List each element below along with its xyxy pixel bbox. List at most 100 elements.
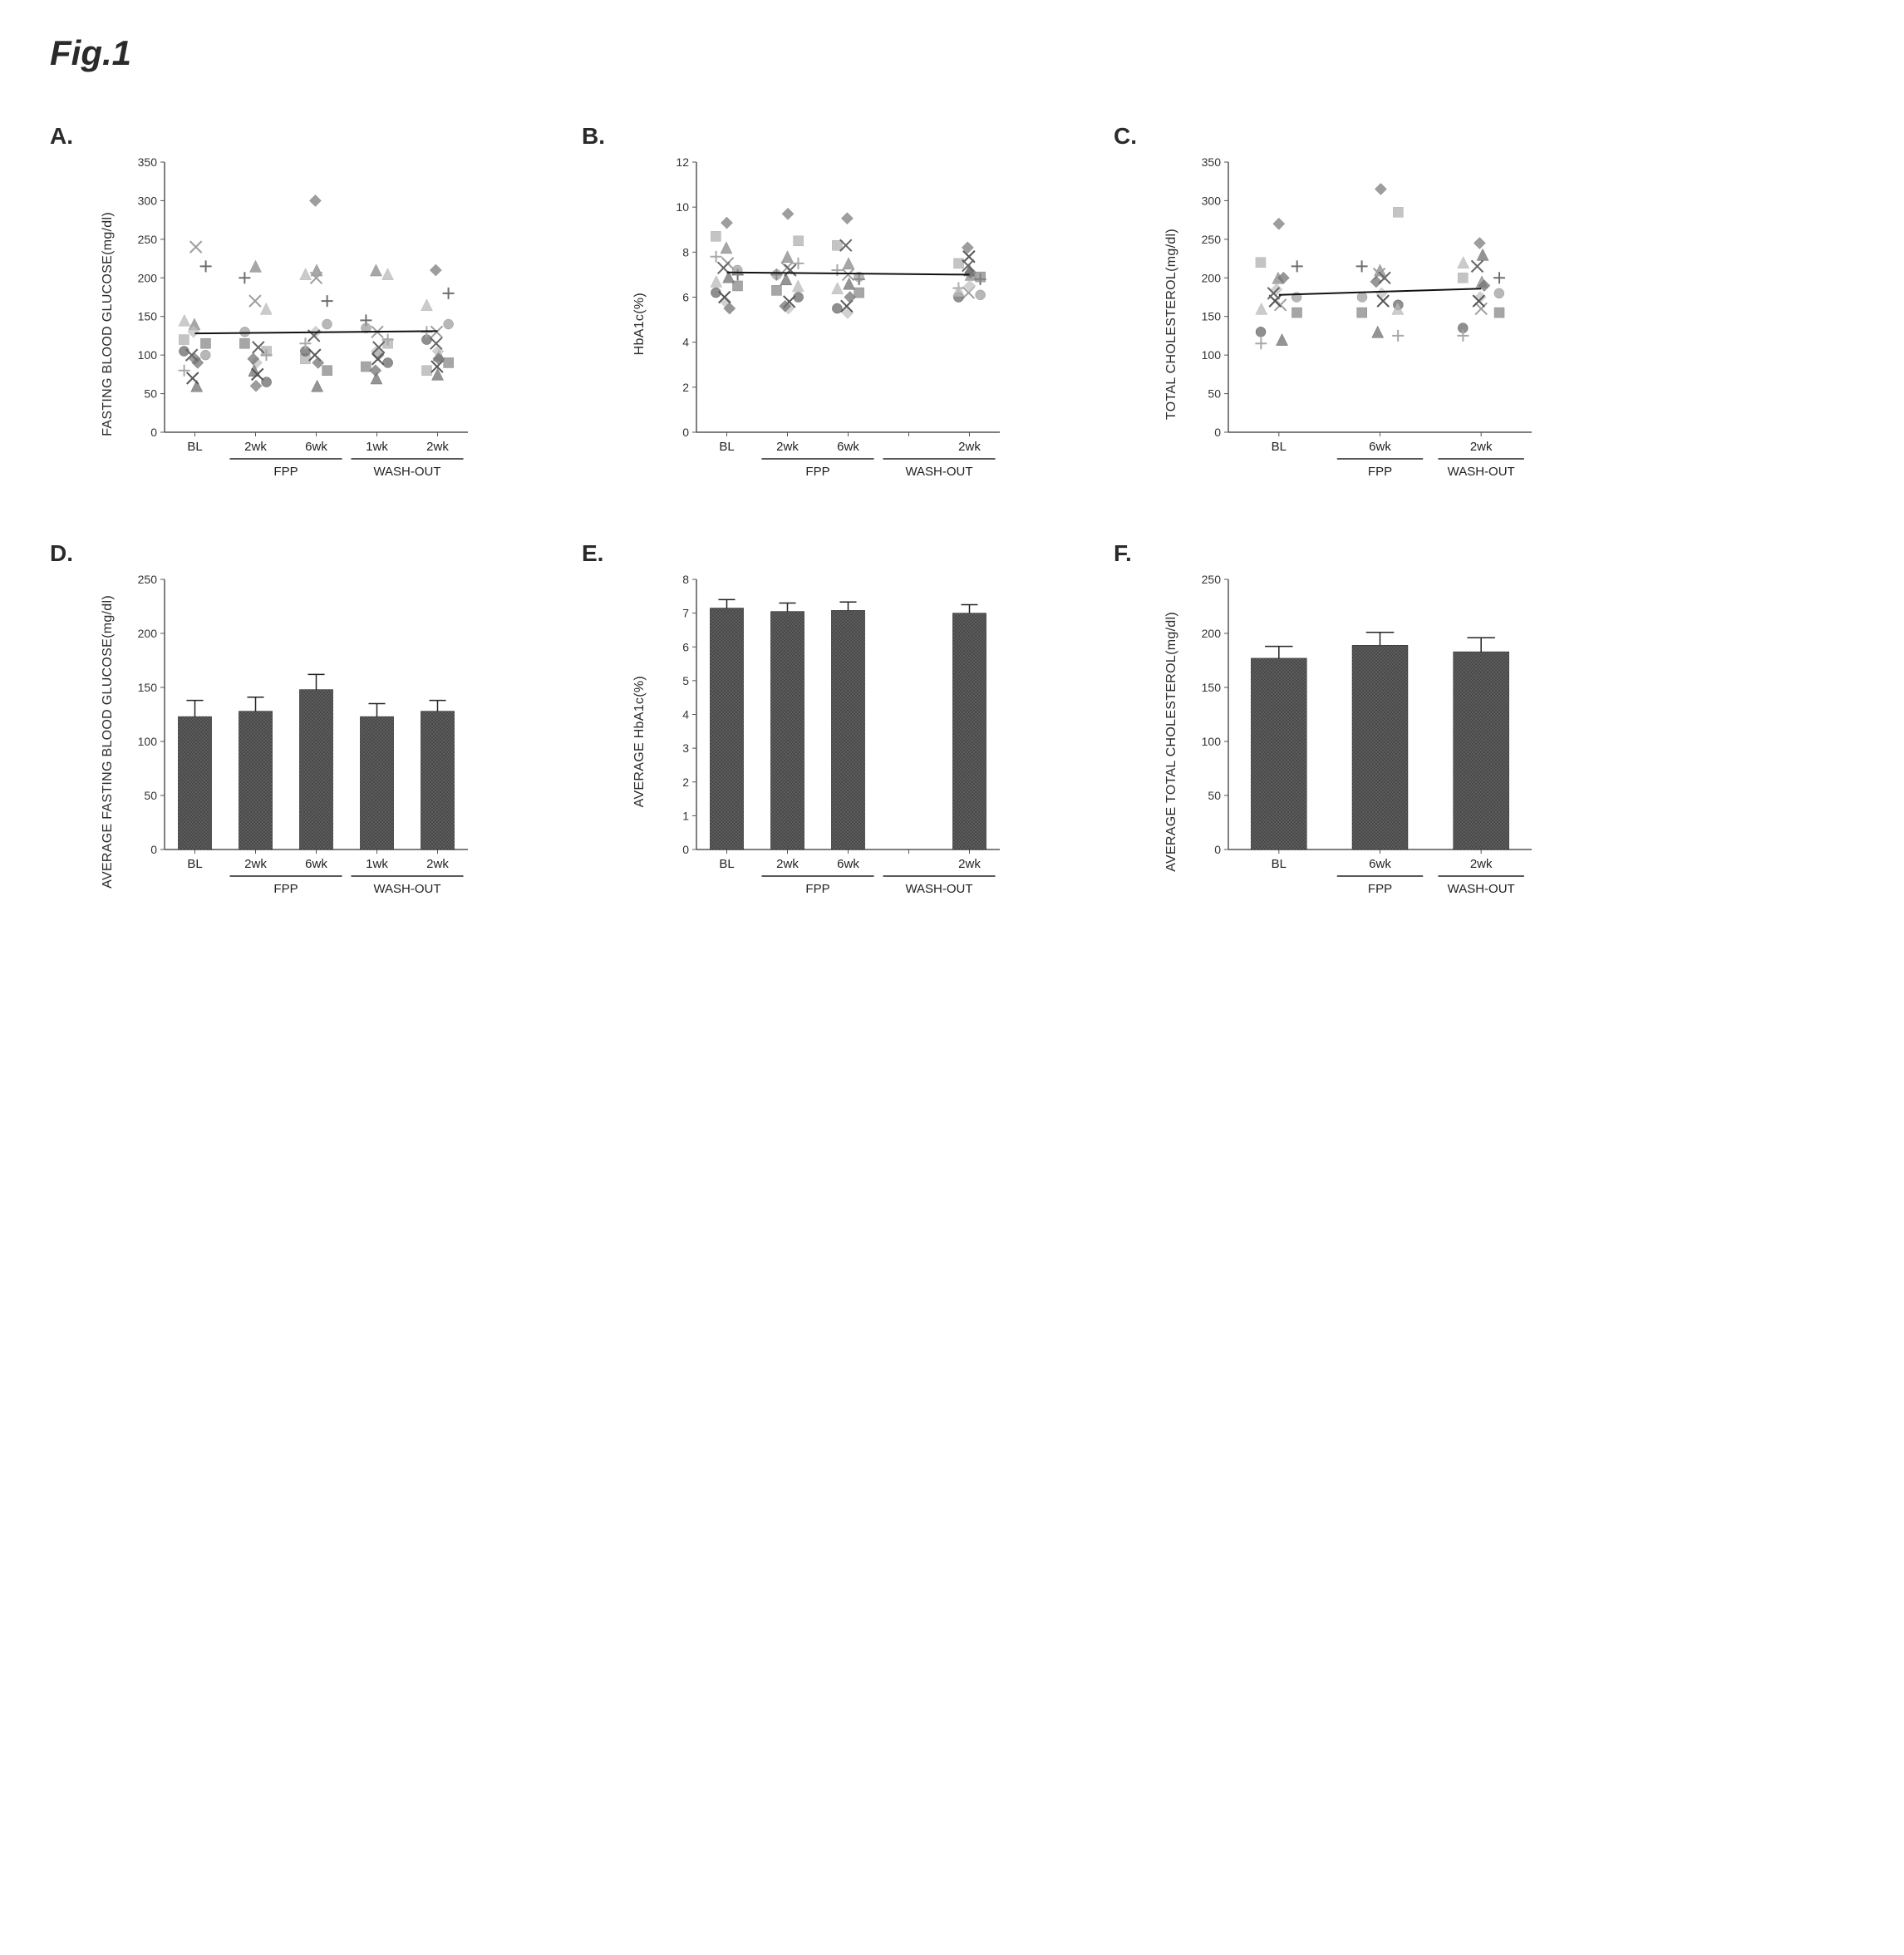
svg-text:150: 150 — [138, 310, 158, 323]
svg-text:2wk: 2wk — [958, 857, 981, 871]
svg-text:150: 150 — [1202, 310, 1222, 323]
figure-title: Fig.1 — [50, 33, 1871, 73]
ylabel-B: HbA1c(%) — [629, 293, 651, 355]
svg-text:200: 200 — [138, 271, 158, 284]
svg-text:BL: BL — [1272, 440, 1287, 454]
panel-label-B: B. — [582, 123, 605, 150]
svg-text:2: 2 — [682, 776, 689, 789]
svg-text:250: 250 — [138, 233, 158, 246]
svg-text:250: 250 — [138, 573, 158, 586]
ylabel-F: AVERAGE TOTAL CHOLESTEROL(mg/dl) — [1161, 612, 1183, 872]
svg-text:WASH-OUT: WASH-OUT — [373, 465, 440, 479]
chart-B: 024681012BL2wk6wk2wkFPPWASH-OUT — [651, 141, 1016, 507]
svg-text:4: 4 — [682, 708, 689, 721]
svg-text:1: 1 — [682, 809, 689, 822]
svg-text:100: 100 — [138, 348, 158, 362]
svg-text:2wk: 2wk — [1470, 857, 1493, 871]
svg-text:250: 250 — [1202, 233, 1222, 246]
svg-text:50: 50 — [144, 387, 157, 401]
ylabel-D: AVERAGE FASTING BLOOD GLUCOSE(mg/dl) — [97, 595, 119, 889]
panel-label-D: D. — [50, 540, 73, 567]
panel-E: E. AVERAGE HbA1c(%) 012345678BL2wk6wk2wk… — [565, 540, 1080, 924]
ylabel-A: FASTING BLOOD GLUCOSE(mg/dl) — [97, 212, 119, 436]
svg-text:200: 200 — [1202, 627, 1222, 640]
chart-E: 012345678BL2wk6wk2wkFPPWASH-OUT — [651, 559, 1016, 924]
svg-text:0: 0 — [682, 426, 689, 439]
svg-text:2wk: 2wk — [776, 857, 799, 871]
svg-text:FPP: FPP — [1368, 465, 1392, 479]
chart-A: 050100150200250300350BL2wk6wk1wk2wkFPPWA… — [119, 141, 485, 507]
svg-text:1wk: 1wk — [366, 857, 388, 871]
svg-text:FPP: FPP — [1368, 882, 1392, 896]
svg-text:150: 150 — [1202, 681, 1222, 694]
svg-text:350: 350 — [1202, 155, 1222, 169]
ylabel-C: TOTAL CHOLESTEROL(mg/dl) — [1161, 229, 1183, 420]
svg-text:6: 6 — [682, 640, 689, 653]
chart-D: 050100150200250BL2wk6wk1wk2wkFPPWASH-OUT — [119, 559, 485, 924]
svg-text:BL: BL — [187, 857, 202, 871]
svg-text:6wk: 6wk — [1369, 857, 1391, 871]
svg-text:WASH-OUT: WASH-OUT — [905, 882, 972, 896]
svg-text:6wk: 6wk — [837, 857, 859, 871]
svg-text:2: 2 — [682, 381, 689, 394]
svg-text:50: 50 — [1208, 789, 1221, 802]
panel-label-F: F. — [1114, 540, 1132, 567]
panel-grid: A. FASTING BLOOD GLUCOSE(mg/dl) 05010015… — [33, 123, 1612, 924]
svg-text:200: 200 — [138, 627, 158, 640]
svg-text:3: 3 — [682, 741, 689, 755]
svg-text:6: 6 — [682, 291, 689, 304]
svg-text:0: 0 — [150, 843, 157, 856]
svg-text:6wk: 6wk — [305, 440, 327, 454]
svg-text:WASH-OUT: WASH-OUT — [1448, 465, 1515, 479]
svg-text:BL: BL — [719, 440, 734, 454]
panel-label-C: C. — [1114, 123, 1137, 150]
svg-text:100: 100 — [1202, 348, 1222, 362]
svg-text:300: 300 — [138, 194, 158, 207]
svg-text:BL: BL — [1272, 857, 1287, 871]
panel-label-A: A. — [50, 123, 73, 150]
svg-text:4: 4 — [682, 336, 689, 349]
svg-text:2wk: 2wk — [776, 440, 799, 454]
svg-text:2wk: 2wk — [426, 440, 449, 454]
svg-text:8: 8 — [682, 245, 689, 259]
svg-text:250: 250 — [1202, 573, 1222, 586]
svg-text:6wk: 6wk — [1369, 440, 1391, 454]
svg-text:FPP: FPP — [805, 882, 829, 896]
svg-text:10: 10 — [676, 200, 689, 214]
svg-text:6wk: 6wk — [837, 440, 859, 454]
svg-text:300: 300 — [1202, 194, 1222, 207]
panel-label-E: E. — [582, 540, 603, 567]
svg-text:50: 50 — [1208, 387, 1221, 401]
svg-text:FPP: FPP — [273, 465, 298, 479]
panel-B: B. HbA1c(%) 024681012BL2wk6wk2wkFPPWASH-… — [565, 123, 1080, 507]
panel-C: C. TOTAL CHOLESTEROL(mg/dl) 050100150200… — [1097, 123, 1612, 507]
svg-text:WASH-OUT: WASH-OUT — [373, 882, 440, 896]
panel-D: D. AVERAGE FASTING BLOOD GLUCOSE(mg/dl) … — [33, 540, 549, 924]
svg-text:0: 0 — [1214, 843, 1221, 856]
svg-text:7: 7 — [682, 607, 689, 620]
chart-F: 0 50 100 150 200 250 BL 6wk 2wk FPP WASH-OUT — [1183, 559, 1548, 924]
svg-text:12: 12 — [676, 155, 689, 169]
svg-text:8: 8 — [682, 573, 689, 586]
svg-text:BL: BL — [187, 440, 202, 454]
panel-F: F. AVERAGE TOTAL CHOLESTEROL(mg/dl) 0 50 1… — [1097, 540, 1612, 924]
svg-text:6wk: 6wk — [305, 857, 327, 871]
svg-text:WASH-OUT: WASH-OUT — [905, 465, 972, 479]
chart-C: 050100150200250300350BL6wk2wkFPPWASH-OUT — [1183, 141, 1548, 507]
svg-text:2wk: 2wk — [244, 440, 267, 454]
svg-text:2wk: 2wk — [958, 440, 981, 454]
svg-text:200: 200 — [1202, 271, 1222, 284]
svg-text:5: 5 — [682, 674, 689, 687]
svg-text:50: 50 — [144, 789, 157, 802]
panel-A: A. FASTING BLOOD GLUCOSE(mg/dl) 05010015… — [33, 123, 549, 507]
svg-text:2wk: 2wk — [426, 857, 449, 871]
svg-text:FPP: FPP — [273, 882, 298, 896]
svg-text:150: 150 — [138, 681, 158, 694]
svg-text:100: 100 — [1202, 735, 1222, 748]
svg-text:1wk: 1wk — [366, 440, 388, 454]
svg-text:BL: BL — [719, 857, 734, 871]
ylabel-E: AVERAGE HbA1c(%) — [629, 676, 651, 807]
svg-text:WASH-OUT: WASH-OUT — [1448, 882, 1515, 896]
svg-text:2wk: 2wk — [1470, 440, 1493, 454]
svg-text:350: 350 — [138, 155, 158, 169]
